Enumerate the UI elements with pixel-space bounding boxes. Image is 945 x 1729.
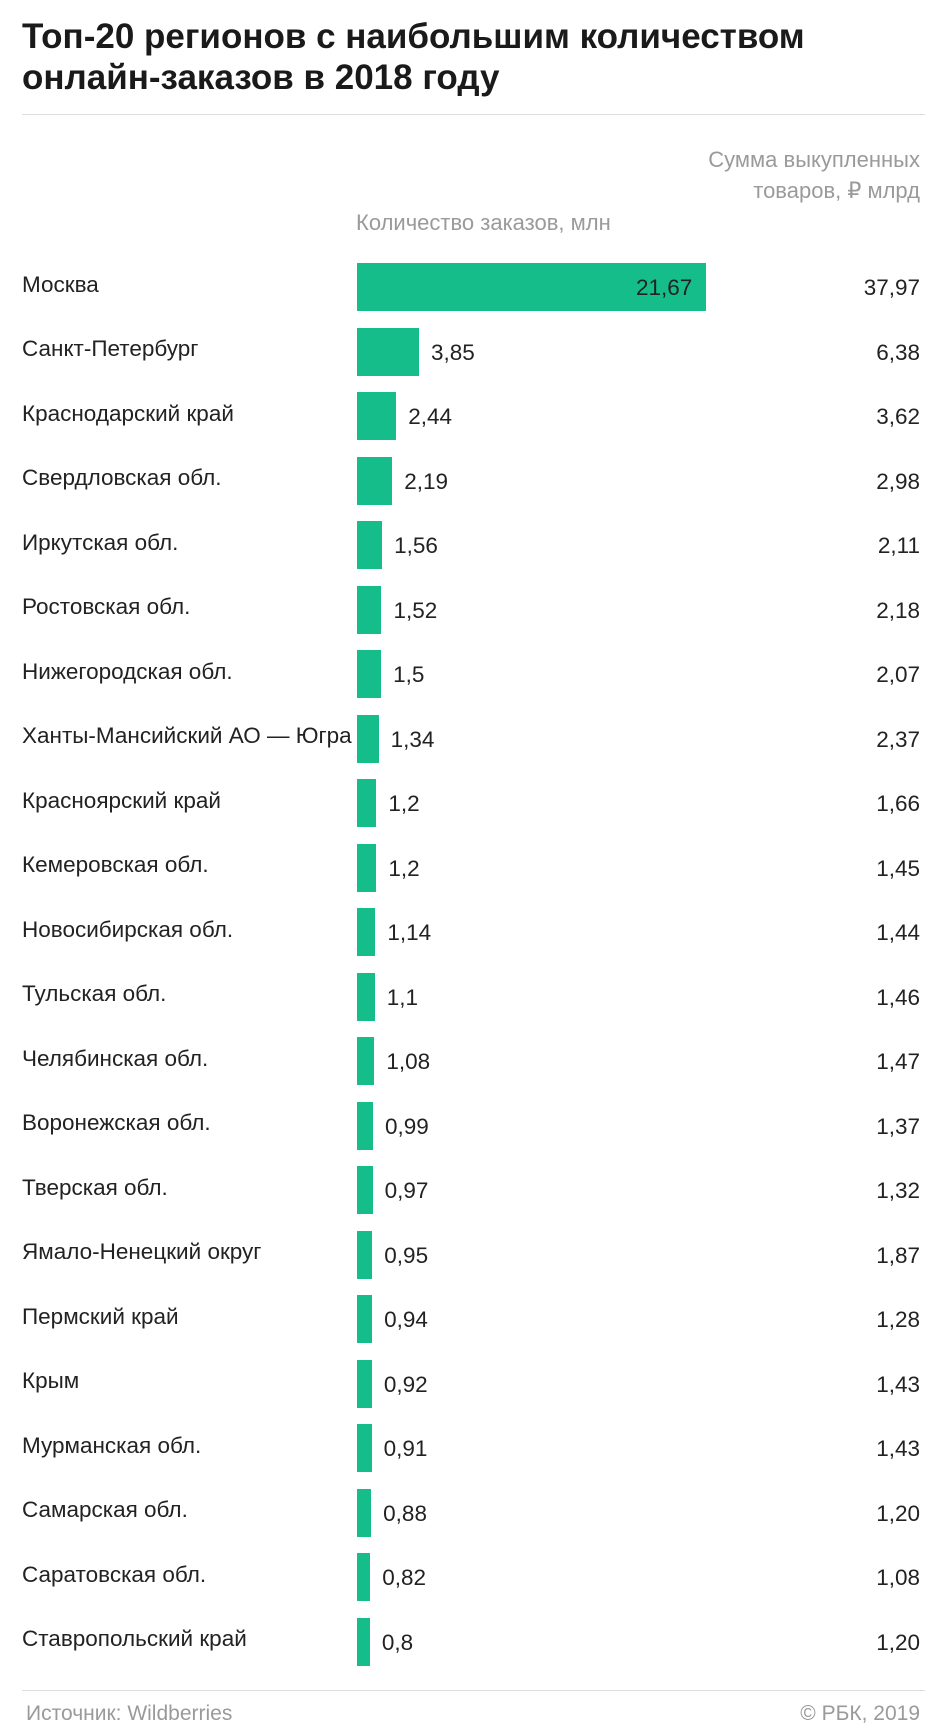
- sum-value: 2,11: [877, 533, 920, 558]
- category-label: Нижегородская обл.: [22, 658, 233, 684]
- category-label: Самарская обл.: [22, 1497, 188, 1522]
- bar: [357, 972, 375, 1021]
- bar: [357, 1037, 375, 1085]
- bar: [357, 456, 393, 505]
- sum-value: 1,47: [876, 1049, 920, 1074]
- sum-value: 6,38: [876, 339, 920, 365]
- sum-value: 1,32: [876, 1178, 920, 1203]
- category-label: Ханты-Мансийский АО — Югра: [22, 723, 352, 748]
- sum-value: 1,46: [876, 984, 920, 1010]
- bar: [357, 1553, 371, 1601]
- bar: [357, 521, 383, 569]
- data-label: 1,5: [393, 662, 425, 687]
- sum-value: 1,44: [876, 920, 920, 945]
- data-label: 0,91: [383, 1436, 428, 1461]
- data-label: 0,99: [384, 1113, 429, 1139]
- sum-value: 2,37: [876, 726, 920, 752]
- divider: [22, 114, 925, 115]
- data-label: 1,52: [393, 597, 438, 623]
- credit: © РБК, 2019: [800, 1702, 920, 1725]
- category-label: Пермский край: [22, 1303, 179, 1329]
- data-label: 1,34: [390, 726, 435, 752]
- sum-value: 1,08: [876, 1565, 920, 1590]
- sum-value: 37,97: [863, 275, 920, 300]
- source: Источник: Wildberries: [26, 1702, 233, 1725]
- data-label: 2,19: [404, 468, 449, 494]
- data-label: 1,2: [388, 855, 420, 881]
- sum-value: 2,18: [876, 597, 920, 623]
- bar: [357, 1101, 373, 1150]
- bar: [357, 392, 397, 440]
- data-label: 1,08: [386, 1049, 431, 1074]
- category-label: Санкт-Петербург: [22, 336, 199, 361]
- bar: [357, 779, 377, 827]
- sum-value: 2,98: [876, 468, 920, 494]
- sum-value: 1,87: [876, 1242, 920, 1268]
- data-label: 0,8: [381, 1629, 414, 1655]
- bar: [357, 263, 706, 311]
- bar: [357, 843, 377, 892]
- category-label: Красноярский край: [22, 787, 221, 813]
- data-label: 0,82: [382, 1565, 426, 1590]
- data-label: 0,94: [384, 1307, 428, 1332]
- bar: [357, 650, 382, 698]
- category-label: Челябинская обл.: [22, 1045, 209, 1071]
- data-label: 0,97: [384, 1178, 429, 1203]
- bar: [357, 1230, 373, 1279]
- sum-value: 1,28: [876, 1307, 920, 1332]
- data-label: 1,2: [388, 791, 420, 816]
- category-label: Иркутская обл.: [22, 529, 179, 555]
- sum-value: 1,20: [876, 1500, 920, 1526]
- category-label: Тверская обл.: [22, 1174, 168, 1200]
- bar: [357, 1359, 372, 1408]
- bar: [357, 1424, 372, 1472]
- category-label: Воронежская обл.: [22, 1110, 211, 1135]
- category-label: Краснодарский край: [22, 400, 234, 426]
- data-label: 1,14: [387, 920, 432, 945]
- category-label: Тульская обл.: [22, 981, 167, 1006]
- data-label: 2,44: [408, 404, 453, 429]
- category-label: Саратовская обл.: [22, 1561, 207, 1587]
- category-label: Свердловская обл.: [22, 465, 222, 490]
- category-label: Крым: [22, 1368, 80, 1393]
- sum-value: 1,37: [876, 1113, 920, 1139]
- data-label: 0,88: [383, 1500, 427, 1526]
- divider: [22, 1690, 925, 1691]
- category-label: Москва: [22, 271, 99, 297]
- sum-value: 1,20: [876, 1629, 920, 1655]
- category-label: Ямало-Ненецкий округ: [22, 1239, 262, 1264]
- category-label: Кемеровская обл.: [22, 852, 209, 877]
- bar: [357, 1166, 373, 1214]
- category-label: Ставропольский край: [22, 1626, 247, 1651]
- sum-value: 2,07: [876, 662, 920, 687]
- sum-value: 3,62: [876, 404, 920, 429]
- sum-value: 1,43: [876, 1436, 920, 1461]
- bar: [357, 585, 382, 634]
- data-label: 1,1: [386, 984, 418, 1010]
- column-header: Сумма выкупленных товаров, ₽ млрд: [708, 147, 920, 203]
- data-label: 21,67: [636, 275, 693, 300]
- sum-value: 1,66: [876, 791, 920, 816]
- data-label: 1,56: [394, 533, 438, 558]
- sum-value: 1,43: [876, 1371, 920, 1397]
- bar: [357, 714, 379, 763]
- category-label: Ростовская обл.: [22, 594, 191, 619]
- bar: [357, 1295, 373, 1343]
- data-label: 0,95: [384, 1242, 429, 1268]
- bar: [357, 1488, 372, 1537]
- category-label: Мурманская обл.: [22, 1432, 202, 1458]
- data-label: 3,85: [431, 339, 475, 365]
- data-label: 0,92: [383, 1371, 428, 1397]
- bar: [357, 327, 419, 376]
- bar: [357, 908, 376, 956]
- sum-value: 1,45: [876, 855, 920, 881]
- bar: [357, 1617, 370, 1666]
- chart-title: Топ-20 регионов с наибольшим количеством…: [22, 17, 805, 97]
- column-header: Количество заказов, млн: [356, 210, 611, 235]
- category-label: Новосибирская обл.: [22, 916, 234, 942]
